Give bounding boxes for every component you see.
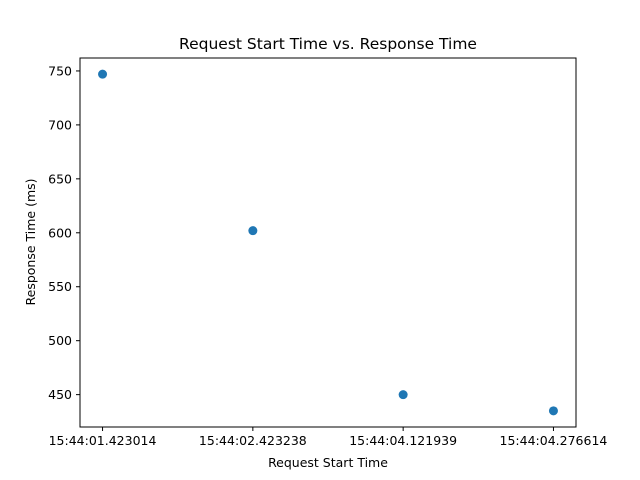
y-axis-label: Response Time (ms)	[23, 178, 38, 305]
x-tick-label: 15:44:02.423238	[199, 433, 307, 448]
x-tick-label: 15:44:01.423014	[49, 433, 157, 448]
y-axis: 450 500 550 600 650 700 750	[48, 63, 80, 402]
y-tick-label: 450	[48, 387, 72, 402]
chart-title: Request Start Time vs. Response Time	[179, 35, 477, 53]
y-tick-label: 650	[48, 171, 72, 186]
scatter-point	[248, 226, 258, 236]
y-tick-label: 700	[48, 117, 72, 132]
y-tick-label: 500	[48, 333, 72, 348]
x-tick-label: 15:44:04.276614	[500, 433, 608, 448]
x-tick-label: 15:44:04.121939	[349, 433, 457, 448]
x-axis: 15:44:01.423014 15:44:02.423238 15:44:04.1…	[49, 427, 608, 448]
scatter-point	[548, 406, 558, 416]
scatter-point	[398, 390, 408, 400]
y-tick-label: 550	[48, 279, 72, 294]
x-axis-label: Request Start Time	[268, 455, 388, 470]
y-tick-label: 750	[48, 63, 72, 78]
data-points	[98, 69, 558, 416]
plot-area	[79, 57, 577, 428]
y-tick-label: 600	[48, 225, 72, 240]
scatter-point	[98, 69, 108, 79]
